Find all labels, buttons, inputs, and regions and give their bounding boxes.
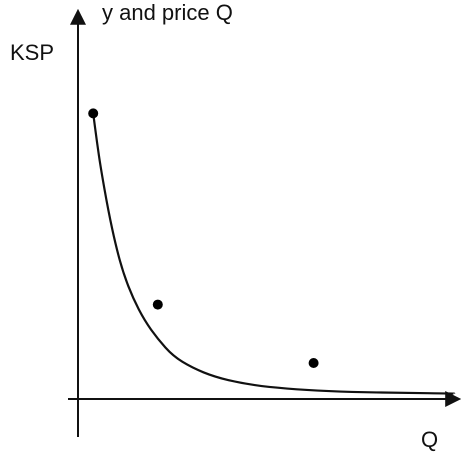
data-point-3	[308, 358, 319, 369]
supply-curve	[92, 113, 455, 395]
data-point-1	[88, 108, 99, 119]
top-caption: y and price Q	[102, 0, 233, 25]
data-points-group	[88, 108, 319, 369]
data-point-2	[152, 299, 163, 310]
x-axis-label: Q	[421, 427, 438, 452]
y-axis-label: KSP	[10, 40, 54, 65]
